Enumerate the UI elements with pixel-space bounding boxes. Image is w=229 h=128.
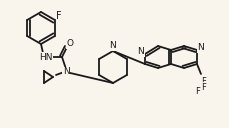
- Text: N: N: [198, 44, 204, 52]
- Text: F: F: [196, 87, 200, 95]
- Text: N: N: [138, 47, 144, 56]
- Text: O: O: [66, 40, 74, 49]
- Text: F: F: [202, 83, 206, 92]
- Text: N: N: [110, 41, 116, 51]
- Text: N: N: [63, 67, 69, 77]
- Text: F: F: [56, 11, 62, 21]
- Text: HN: HN: [39, 52, 53, 61]
- Text: F: F: [202, 77, 206, 86]
